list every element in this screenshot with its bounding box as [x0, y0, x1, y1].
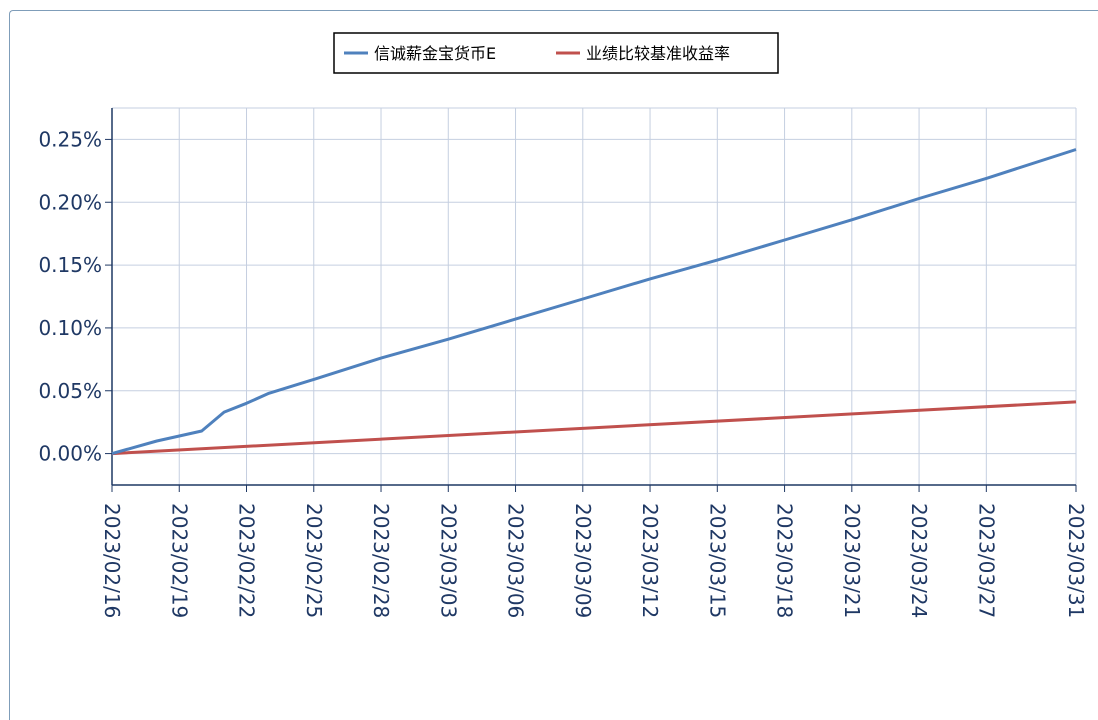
series-line — [111, 148, 1077, 456]
y-tick-label: 0.05% — [38, 379, 102, 403]
series-line — [111, 400, 1077, 456]
x-tick-label: 2023/02/22 — [235, 503, 259, 618]
x-tick-label: 2023/03/24 — [907, 503, 931, 618]
x-tick-label: 2023/03/12 — [638, 503, 662, 618]
legend-label: 信诚薪金宝货币E — [374, 44, 496, 63]
x-tick-label: 2023/02/28 — [369, 503, 393, 618]
x-tick-label: 2023/03/03 — [436, 503, 460, 618]
x-tick-label: 2023/02/16 — [100, 503, 124, 618]
y-tick-labels: 0.00% 0.05% 0.10% 0.15% 0.20% 0.25% — [38, 127, 102, 465]
x-tick-label: 2023/03/18 — [773, 503, 797, 618]
y-tick-label: 0.25% — [38, 127, 102, 151]
x-tick-labels: 2023/02/16 2023/02/19 2023/02/22 2023/02/25… — [100, 503, 1088, 618]
series-lines — [111, 148, 1077, 456]
x-tick-label: 2023/03/21 — [840, 503, 864, 618]
y-tick-label: 0.20% — [38, 190, 102, 214]
x-tick-label: 2023/03/06 — [504, 503, 528, 618]
legend: 信诚薪金宝货币E 业绩比较基准收益率 — [333, 32, 779, 74]
x-tick-label: 2023/02/19 — [167, 503, 191, 618]
line-chart: 0.00% 0.05% 0.10% 0.15% 0.20% 0.25% 2023/02/1… — [38, 32, 1088, 618]
y-tick-label: 0.00% — [38, 442, 102, 466]
y-tick-label: 0.15% — [38, 253, 102, 277]
x-tick-label: 2023/03/31 — [1064, 503, 1088, 618]
y-tick-label: 0.10% — [38, 316, 102, 340]
x-tick-label: 2023/03/09 — [571, 503, 595, 618]
legend-label: 业绩比较基准收益率 — [586, 44, 730, 63]
x-tick-label: 2023/02/25 — [302, 503, 326, 618]
x-tick-label: 2023/03/27 — [974, 503, 998, 618]
grid — [111, 107, 1077, 485]
x-tick-label: 2023/03/15 — [705, 503, 729, 618]
axes — [105, 108, 1077, 492]
chart-frame — [9, 10, 1098, 720]
